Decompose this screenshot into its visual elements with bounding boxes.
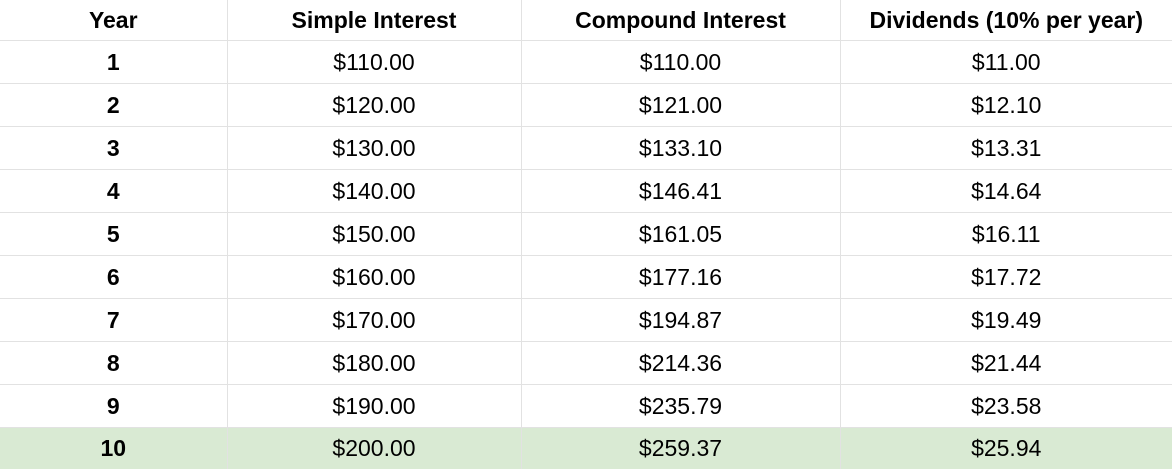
dividends-cell: $14.64 — [840, 170, 1172, 213]
simple-interest-cell: $200.00 — [227, 428, 521, 469]
header-year: Year — [0, 0, 227, 41]
year-cell: 2 — [0, 84, 227, 127]
table-row: 1 $110.00 $110.00 $11.00 — [0, 41, 1172, 84]
simple-interest-cell: $110.00 — [227, 41, 521, 84]
dividends-cell: $11.00 — [840, 41, 1172, 84]
year-cell: 10 — [0, 428, 227, 469]
dividends-cell: $16.11 — [840, 213, 1172, 256]
header-dividends: Dividends (10% per year) — [840, 0, 1172, 41]
table-row: 9 $190.00 $235.79 $23.58 — [0, 385, 1172, 428]
year-cell: 5 — [0, 213, 227, 256]
compound-interest-cell: $259.37 — [521, 428, 840, 469]
simple-interest-cell: $150.00 — [227, 213, 521, 256]
table-row-highlighted: 10 $200.00 $259.37 $25.94 — [0, 428, 1172, 469]
table-row: 2 $120.00 $121.00 $12.10 — [0, 84, 1172, 127]
dividends-cell: $12.10 — [840, 84, 1172, 127]
dividends-cell: $13.31 — [840, 127, 1172, 170]
header-row: Year Simple Interest Compound Interest D… — [0, 0, 1172, 41]
simple-interest-cell: $190.00 — [227, 385, 521, 428]
table-header: Year Simple Interest Compound Interest D… — [0, 0, 1172, 41]
year-cell: 7 — [0, 299, 227, 342]
compound-interest-cell: $110.00 — [521, 41, 840, 84]
dividends-cell: $17.72 — [840, 256, 1172, 299]
simple-interest-cell: $120.00 — [227, 84, 521, 127]
dividends-cell: $23.58 — [840, 385, 1172, 428]
simple-interest-cell: $160.00 — [227, 256, 521, 299]
simple-interest-cell: $130.00 — [227, 127, 521, 170]
compound-interest-cell: $146.41 — [521, 170, 840, 213]
compound-interest-cell: $194.87 — [521, 299, 840, 342]
table-body: 1 $110.00 $110.00 $11.00 2 $120.00 $121.… — [0, 41, 1172, 469]
year-cell: 3 — [0, 127, 227, 170]
simple-interest-cell: $170.00 — [227, 299, 521, 342]
simple-interest-cell: $140.00 — [227, 170, 521, 213]
compound-interest-cell: $235.79 — [521, 385, 840, 428]
table-row: 8 $180.00 $214.36 $21.44 — [0, 342, 1172, 385]
dividends-cell: $21.44 — [840, 342, 1172, 385]
compound-interest-cell: $161.05 — [521, 213, 840, 256]
table-row: 7 $170.00 $194.87 $19.49 — [0, 299, 1172, 342]
header-simple-interest: Simple Interest — [227, 0, 521, 41]
compound-interest-cell: $133.10 — [521, 127, 840, 170]
simple-interest-cell: $180.00 — [227, 342, 521, 385]
table-row: 6 $160.00 $177.16 $17.72 — [0, 256, 1172, 299]
table-row: 5 $150.00 $161.05 $16.11 — [0, 213, 1172, 256]
compound-interest-cell: $177.16 — [521, 256, 840, 299]
year-cell: 6 — [0, 256, 227, 299]
year-cell: 9 — [0, 385, 227, 428]
year-cell: 1 — [0, 41, 227, 84]
header-compound-interest: Compound Interest — [521, 0, 840, 41]
compound-interest-cell: $121.00 — [521, 84, 840, 127]
compound-interest-cell: $214.36 — [521, 342, 840, 385]
table-row: 3 $130.00 $133.10 $13.31 — [0, 127, 1172, 170]
dividends-cell: $19.49 — [840, 299, 1172, 342]
table-row: 4 $140.00 $146.41 $14.64 — [0, 170, 1172, 213]
year-cell: 4 — [0, 170, 227, 213]
dividends-cell: $25.94 — [840, 428, 1172, 469]
year-cell: 8 — [0, 342, 227, 385]
